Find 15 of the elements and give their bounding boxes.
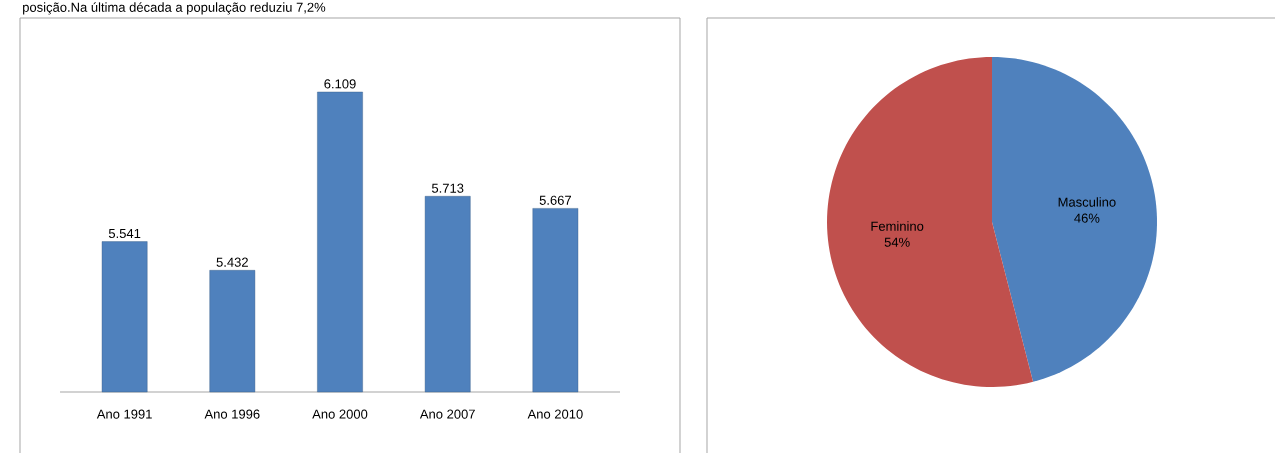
data-label: 54% (884, 237, 910, 247)
slice-label: Masculino (1058, 197, 1116, 207)
data-label: 6.109 (324, 79, 356, 89)
data-label: 5.432 (216, 257, 248, 267)
data-label: 5.713 (431, 183, 464, 193)
x-tick-label: Ano 2007 (419, 409, 475, 419)
x-tick-label: Ano 2010 (527, 409, 583, 419)
data-label: 5.667 (539, 195, 571, 205)
text: posição.Na última década a população reduziu 7,2% (23, 2, 326, 15)
slice-label: Feminino (871, 221, 924, 231)
data-label: 46% (1074, 213, 1100, 223)
x-tick-label: Ano 2000 (312, 409, 368, 419)
data-label: 5.541 (108, 229, 141, 239)
x-tick-label: Ano 1996 (204, 409, 260, 419)
x-tick-label: Ano 1991 (96, 409, 152, 419)
